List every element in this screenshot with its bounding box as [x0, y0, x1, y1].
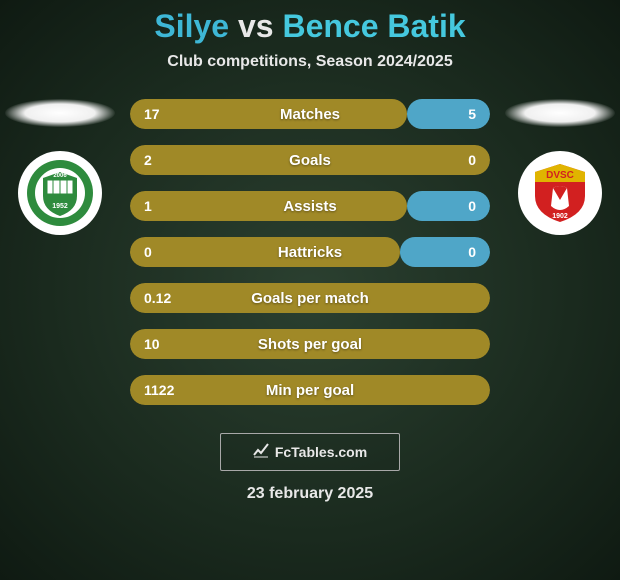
- crest-left-icon: 2006 1952: [25, 158, 95, 228]
- svg-text:1952: 1952: [52, 203, 68, 210]
- comparison-card: Silye vs Bence Batik Club competitions, …: [0, 0, 620, 580]
- stat-label: Matches: [130, 106, 490, 123]
- title-player1: Silye: [154, 8, 229, 44]
- ellipse-shadow-right: [505, 99, 615, 127]
- stat-row: 0.12Goals per match: [130, 283, 490, 313]
- stat-row: 10Shots per goal: [130, 329, 490, 359]
- stats-list: 175Matches 20Goals 10Assists 00Hattricks 0.1…: [130, 99, 490, 405]
- ellipse-shadow-left: [5, 99, 115, 127]
- stat-label: Hattricks: [130, 244, 490, 261]
- stat-label: Shots per goal: [130, 336, 490, 353]
- stat-row: 00Hattricks: [130, 237, 490, 267]
- svg-text:1902: 1902: [552, 213, 568, 220]
- stat-row: 1122Min per goal: [130, 375, 490, 405]
- crest-right-icon: DVSC 1902: [525, 158, 595, 228]
- stat-row: 10Assists: [130, 191, 490, 221]
- team-badge-right-col: DVSC 1902: [500, 99, 620, 235]
- svg-text:2006: 2006: [53, 173, 67, 179]
- chart-icon: [253, 442, 269, 463]
- page-title: Silye vs Bence Batik: [0, 8, 620, 45]
- stat-label: Goals per match: [130, 290, 490, 307]
- title-player2: Bence Batik: [282, 8, 465, 44]
- stat-label: Min per goal: [130, 382, 490, 399]
- content: 2006 1952 DVSC 1902 175Matches 20Goals 10A…: [0, 99, 620, 405]
- team-crest-left: 2006 1952: [18, 151, 102, 235]
- stat-label: Assists: [130, 198, 490, 215]
- stat-row: 20Goals: [130, 145, 490, 175]
- subtitle: Club competitions, Season 2024/2025: [0, 53, 620, 71]
- team-crest-right: DVSC 1902: [518, 151, 602, 235]
- title-vs: vs: [238, 8, 274, 44]
- attribution-label: FcTables.com: [275, 444, 367, 460]
- stat-label: Goals: [130, 152, 490, 169]
- attribution-badge[interactable]: FcTables.com: [220, 433, 400, 471]
- stat-row: 175Matches: [130, 99, 490, 129]
- team-badge-left-col: 2006 1952: [0, 99, 120, 235]
- date-label: 23 february 2025: [0, 485, 620, 503]
- svg-text:DVSC: DVSC: [546, 170, 574, 181]
